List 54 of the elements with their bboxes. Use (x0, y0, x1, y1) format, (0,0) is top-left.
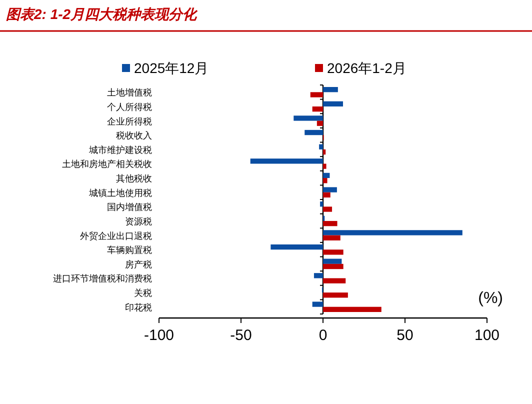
bar (323, 187, 337, 192)
bar (312, 106, 323, 112)
bar (320, 202, 323, 207)
bar (323, 235, 340, 240)
y-tick-label: 关税 (134, 288, 152, 298)
x-tick-label: -50 (230, 327, 252, 344)
x-tick-label: 100 (474, 327, 500, 344)
bar (323, 250, 344, 255)
bar (323, 264, 344, 270)
bar (323, 87, 338, 92)
bar (323, 306, 382, 312)
bar (323, 278, 346, 284)
x-tick-label: -100 (144, 327, 174, 344)
legend-label: 2026年1-2月 (327, 60, 406, 76)
bar (310, 92, 323, 98)
bar (323, 206, 332, 212)
y-tick-label: 车辆购置税 (107, 245, 152, 256)
bar (323, 172, 330, 178)
y-tick-label: 土地增值税 (107, 88, 152, 98)
y-tick-label: 城镇土地使用税 (88, 188, 152, 198)
y-tick-label: 资源税 (125, 216, 152, 226)
bar (323, 164, 326, 169)
x-tick-label: 50 (396, 327, 414, 344)
bar (314, 273, 323, 278)
bar (319, 144, 323, 150)
bar (316, 120, 323, 126)
y-tick-label: 房产税 (125, 259, 152, 270)
bar (312, 302, 323, 307)
bar (270, 244, 323, 250)
y-tick-label: 城市维护建设税 (88, 144, 152, 155)
bar (294, 116, 323, 121)
bar (323, 230, 462, 236)
y-tick-label: 国内增值税 (107, 202, 152, 212)
x-tick-label: 0 (318, 327, 328, 344)
y-tick-label: 税收收入 (116, 130, 152, 141)
bar (323, 192, 330, 198)
y-tick-label: 印花税 (125, 302, 152, 312)
y-tick-label: 外贸企业出口退税 (80, 230, 152, 241)
chart-title: 图表2: 1-2月四大税种表现分化 (6, 6, 199, 22)
y-tick-label: 其他税收 (116, 174, 152, 184)
bar (323, 220, 338, 226)
bar (323, 258, 342, 264)
annotation: (%) (478, 290, 503, 307)
y-tick-label: 个人所得税 (107, 102, 152, 112)
y-tick-label: 企业所得税 (107, 116, 152, 126)
bar (323, 149, 326, 155)
bar (304, 130, 323, 136)
bar (323, 178, 328, 184)
y-tick-label: 土地和房地产相关税收 (62, 159, 152, 170)
bar (323, 292, 348, 298)
legend-label: 2025年12月 (134, 60, 209, 76)
y-tick-label: 进口环节增值税和消费税 (53, 274, 152, 284)
bar (323, 101, 344, 106)
bar (250, 158, 323, 164)
